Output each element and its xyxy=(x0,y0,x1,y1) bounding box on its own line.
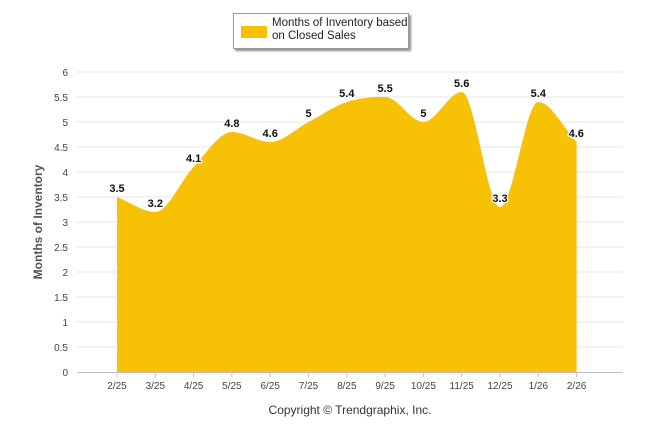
y-tick-label: 2.5 xyxy=(54,243,68,254)
area-series-fill xyxy=(117,92,577,372)
legend-swatch xyxy=(241,26,267,38)
label-layer: 3.5 3.2 4.1 4.8 4.6 5 5.4 5.5 5 5.6 3.3 5.4 4.6 xyxy=(108,77,585,212)
y-tick-label: 2 xyxy=(62,268,68,279)
data-label: 3.2 xyxy=(148,198,163,210)
legend-label-line2: on Closed Sales xyxy=(272,30,356,42)
x-tick-label: 11/25 xyxy=(450,381,475,392)
y-tick-label: 0 xyxy=(62,368,68,379)
y-tick-label: 0.5 xyxy=(54,343,68,354)
x-tick-label: 10/25 xyxy=(411,381,436,392)
data-label: 4.6 xyxy=(263,128,278,140)
copyright-text: Copyright © Trendgraphix, Inc. xyxy=(268,403,432,417)
x-tick-label: 6/25 xyxy=(260,381,280,392)
data-label: 5.6 xyxy=(454,78,469,90)
axis-layer: 0 0.5 1 1.5 2 2.5 3 3.5 4 4.5 5 5.5 6 2/25 3/25 4/25 5/2… xyxy=(54,68,623,392)
x-tick-label: 7/25 xyxy=(299,381,319,392)
x-tick-label: 3/25 xyxy=(146,381,166,392)
data-label: 5 xyxy=(305,108,311,120)
y-tick-label: 1 xyxy=(62,318,68,329)
y-tick-label: 3 xyxy=(62,218,68,229)
y-tick-label: 4.5 xyxy=(54,143,68,154)
data-label: 4.6 xyxy=(569,128,584,140)
data-label: 3.3 xyxy=(492,193,507,205)
x-tick-label: 2/26 xyxy=(567,381,587,392)
y-tick-label: 1.5 xyxy=(54,293,68,304)
data-label: 5 xyxy=(420,108,426,120)
data-label: 4.1 xyxy=(186,153,201,165)
legend[interactable]: Months of Inventory based on Closed Sale… xyxy=(233,13,409,49)
data-label: 5.4 xyxy=(339,88,355,100)
x-tick-label: 9/25 xyxy=(375,381,395,392)
data-label: 5.5 xyxy=(377,83,392,95)
y-axis-title: Months of Inventory xyxy=(31,164,45,279)
legend-label: Months of Inventory based on Closed Sale… xyxy=(272,17,408,43)
x-tick-label: 1/26 xyxy=(529,381,549,392)
x-tick-label: 2/25 xyxy=(107,381,127,392)
y-tick-label: 6 xyxy=(62,68,68,79)
y-tick-label: 5.5 xyxy=(54,93,68,104)
data-label: 3.5 xyxy=(109,183,124,195)
y-tick-label: 3.5 xyxy=(54,193,68,204)
area-layer xyxy=(117,92,577,372)
data-label: 5.4 xyxy=(531,88,547,100)
x-tick-label: 5/25 xyxy=(222,381,242,392)
x-tick-label: 8/25 xyxy=(337,381,357,392)
y-tick-label: 4 xyxy=(62,168,68,179)
legend-label-line1: Months of Inventory based xyxy=(272,17,408,29)
x-tick-label: 4/25 xyxy=(184,381,204,392)
data-label: 4.8 xyxy=(224,118,239,130)
y-tick-label: 5 xyxy=(62,118,68,129)
x-tick-label: 12/25 xyxy=(487,381,512,392)
